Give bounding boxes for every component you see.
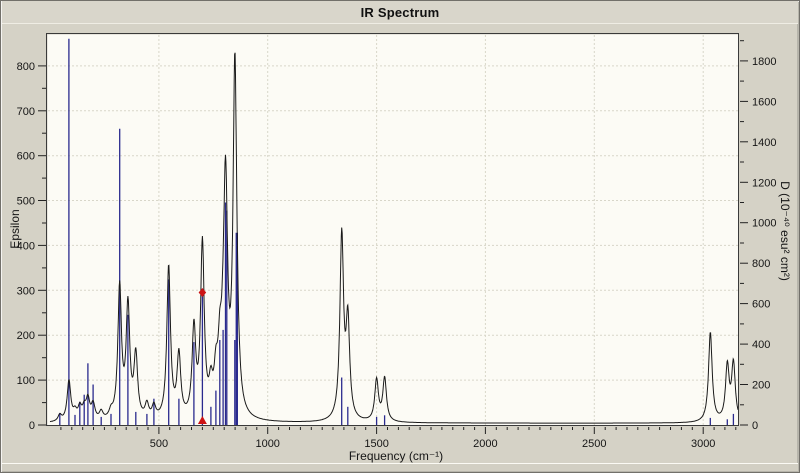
svg-text:300: 300 <box>17 285 35 297</box>
svg-text:2000: 2000 <box>473 438 497 450</box>
svg-text:1200: 1200 <box>752 177 776 189</box>
y-right-axis-label: D (10⁻⁴⁰ esu² cm²) <box>778 181 792 281</box>
svg-text:500: 500 <box>17 196 35 208</box>
selected-mode-diamond-marker[interactable] <box>198 288 207 297</box>
svg-text:600: 600 <box>752 299 770 311</box>
svg-text:0: 0 <box>29 420 35 432</box>
plot-frame <box>46 33 739 426</box>
bottom-bevel <box>2 463 798 471</box>
svg-text:1000: 1000 <box>255 438 279 450</box>
plot-background <box>47 34 739 426</box>
svg-text:600: 600 <box>17 151 35 163</box>
chart-title-bar: IR Spectrum <box>2 1 798 24</box>
x-tick-labels: 500 1000 1500 2000 2500 3000 <box>150 438 716 450</box>
svg-text:0: 0 <box>752 420 758 432</box>
y-left-axis-label: Epsilon <box>8 209 22 249</box>
svg-text:2500: 2500 <box>582 438 606 450</box>
svg-text:1500: 1500 <box>364 438 388 450</box>
x-axis-label: Frequency (cm⁻¹) <box>348 449 444 463</box>
svg-text:3000: 3000 <box>691 438 715 450</box>
svg-text:400: 400 <box>17 240 35 252</box>
axis-ticks <box>38 40 748 434</box>
svg-text:1800: 1800 <box>752 56 776 68</box>
svg-text:1600: 1600 <box>752 96 776 108</box>
epsilon-envelope-curve <box>49 52 739 424</box>
gridlines <box>48 35 738 425</box>
svg-text:800: 800 <box>752 258 770 270</box>
chart-title: IR Spectrum <box>360 4 440 20</box>
svg-text:1400: 1400 <box>752 137 776 149</box>
svg-text:1000: 1000 <box>752 218 776 230</box>
svg-text:500: 500 <box>150 438 168 450</box>
svg-text:200: 200 <box>752 380 770 392</box>
dipole-strength-sticks[interactable] <box>59 38 735 425</box>
svg-text:700: 700 <box>17 106 35 118</box>
svg-text:200: 200 <box>17 330 35 342</box>
selected-mode-triangle-marker[interactable] <box>197 416 207 424</box>
svg-text:400: 400 <box>752 339 770 351</box>
y-right-tick-labels: 0 200 400 600 800 1000 1200 1400 1600 1800 <box>752 56 776 432</box>
svg-text:800: 800 <box>17 61 35 73</box>
y-left-tick-labels: 0 100 200 300 400 500 600 700 800 <box>17 61 35 432</box>
svg-text:100: 100 <box>17 375 35 387</box>
